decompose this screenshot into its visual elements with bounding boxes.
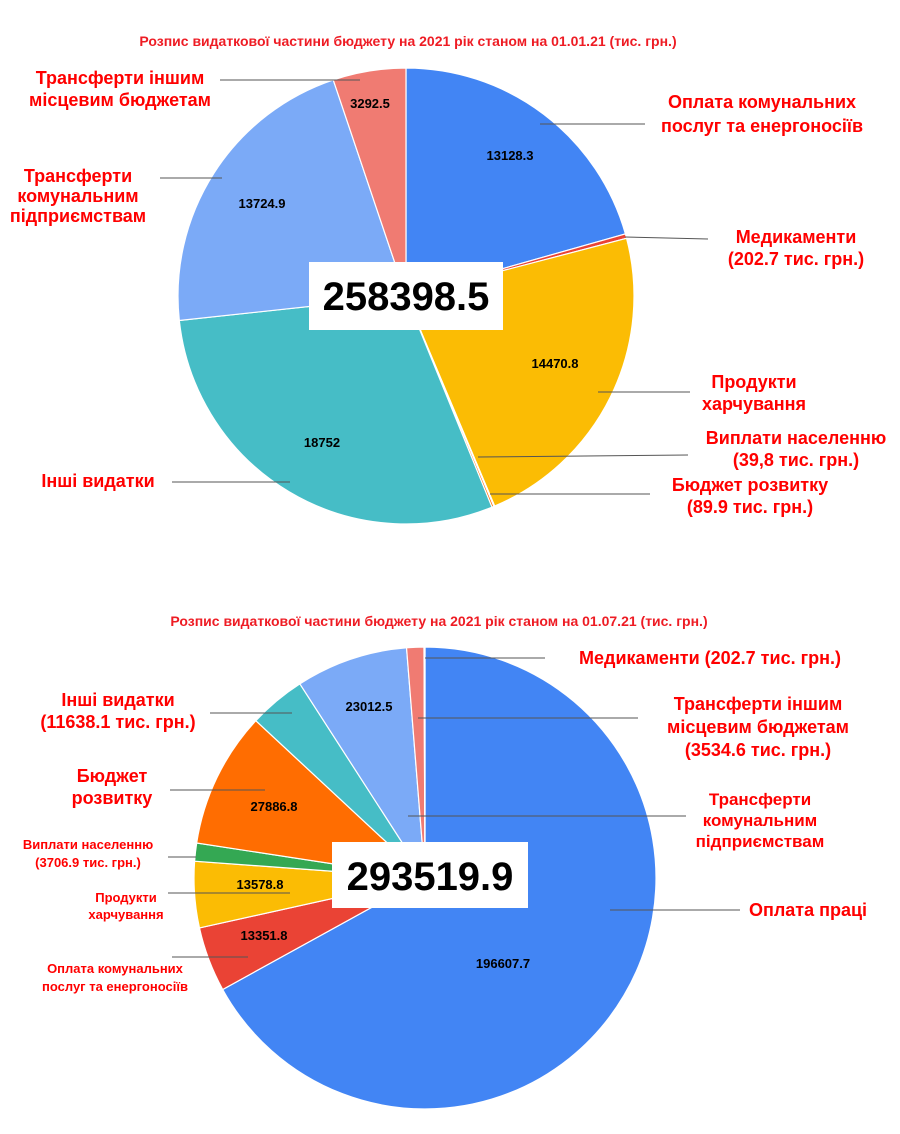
slice-value-label: 13578.8: [237, 877, 284, 892]
leader-lines: [160, 79, 709, 495]
category-label-line: (89.9 тис. грн.): [687, 497, 813, 517]
category-label-salary: Оплата праці: [749, 900, 867, 920]
category-label-transfers_local: Трансферти іншим місцевим бюджетам: [29, 68, 211, 110]
category-label-line: Трансферти: [709, 790, 811, 809]
pie-slice-transfers_enterprises: [177, 79, 407, 322]
category-label-line: Виплати населенню: [23, 837, 153, 852]
slice-value-label: 18752: [304, 435, 340, 450]
leader-line: [624, 236, 709, 240]
total-box: [309, 262, 503, 330]
slice-value-label: 13724.9: [239, 196, 286, 211]
category-label-utilities: Оплата комунальних послуг та енергоносіїв: [661, 92, 863, 136]
category-label-line: комунальним: [703, 811, 818, 830]
category-label-line: комунальним: [17, 186, 138, 206]
category-label-line: розвитку: [72, 788, 153, 808]
pie-slice-medicine: [423, 646, 426, 879]
category-label-line: Продукти: [711, 372, 796, 392]
category-label-line: Інші видатки: [41, 471, 154, 491]
category-label-line: Медикаменти (202.7 тис. грн.): [579, 648, 841, 668]
category-label-line: (3534.6 тис. грн.): [685, 740, 831, 760]
pie-slices: [177, 67, 635, 525]
slice-value-label: 27886.8: [251, 799, 298, 814]
category-label-development: Бюджет розвитку (89.9 тис. грн.): [672, 475, 828, 517]
category-label-other: Інші видатки (11638.1 тис. грн.): [40, 690, 195, 732]
category-label-line: (11638.1 тис. грн.): [40, 712, 195, 732]
category-label-medicine: Медикаменти (202.7 тис. грн.): [579, 648, 841, 668]
category-labels: Оплата комунальних послуг та енергоносіїв…: [10, 68, 886, 517]
total-value: 293519.9: [347, 855, 514, 899]
category-label-line: харчування: [702, 394, 806, 414]
category-label-line: Оплата комунальних: [668, 92, 856, 112]
category-label-payments: Виплати населенню (3706.9 тис. грн.): [23, 837, 153, 870]
category-label-line: місцевим бюджетам: [667, 717, 849, 737]
category-label-line: Трансферти іншим: [36, 68, 205, 88]
pie-chart-jan: Розпис видаткової частини бюджету на 202…: [10, 33, 886, 525]
pie-slice-other: [178, 295, 493, 525]
slice-value-label: 13128.3: [487, 148, 534, 163]
pie-slice-utilities: [405, 67, 627, 297]
chart-title: Розпис видаткової частини бюджету на 202…: [170, 613, 707, 629]
category-label-line: послуг та енергоносіїв: [42, 979, 188, 994]
category-label-line: послуг та енергоносіїв: [661, 116, 863, 136]
category-label-food: Продукти харчування: [88, 890, 163, 922]
pie-slice-development: [195, 719, 427, 879]
category-label-line: місцевим бюджетам: [29, 90, 211, 110]
slice-value-label: 14470.8: [532, 356, 579, 371]
category-label-line: Оплата комунальних: [47, 961, 184, 976]
category-label-line: Бюджет розвитку: [672, 475, 828, 495]
pie-slice-transfers_enterprises: [299, 647, 426, 879]
category-label-line: (202.7 тис. грн.): [728, 249, 864, 269]
category-label-development: Бюджет розвитку: [72, 766, 153, 808]
total-value: 258398.5: [323, 275, 490, 319]
category-label-line: підприємствам: [696, 832, 825, 851]
slice-value-label: 13351.8: [241, 928, 288, 943]
category-label-line: Виплати населенню: [706, 428, 887, 448]
category-label-utilities: Оплата комунальних послуг та енергоносіїв: [42, 961, 188, 994]
value-labels: 196607.7 13351.8 13578.8 27886.8 23012.5: [237, 699, 531, 971]
category-label-line: Оплата праці: [749, 900, 867, 920]
category-label-line: Медикаменти: [736, 227, 857, 247]
category-label-line: харчування: [88, 907, 163, 922]
category-label-line: підприємствам: [10, 206, 146, 226]
category-label-line: Продукти: [95, 890, 157, 905]
slice-value-label: 196607.7: [476, 956, 530, 971]
chart-title: Розпис видаткової частини бюджету на 202…: [139, 33, 676, 49]
category-label-transfers_enterprises: Трансферти комунальним підприємствам: [10, 166, 146, 226]
category-label-food: Продукти харчування: [702, 372, 806, 414]
slice-value-label: 3292.5: [350, 96, 390, 111]
category-label-transfers_enterprises: Трансферти комунальним підприємствам: [696, 790, 825, 851]
category-label-payments: Виплати населенню (39,8 тис. грн.): [706, 428, 887, 470]
slice-value-label: 23012.5: [346, 699, 393, 714]
category-label-line: Трансферти: [24, 166, 132, 186]
value-labels: 13128.3 14470.8 18752 13724.9 3292.5: [239, 96, 579, 450]
total-box: [332, 842, 528, 908]
category-label-medicine: Медикаменти (202.7 тис. грн.): [728, 227, 864, 269]
category-label-other: Інші видатки: [41, 471, 154, 491]
category-label-line: Трансферти іншим: [674, 694, 843, 714]
category-label-line: (3706.9 тис. грн.): [35, 855, 141, 870]
leader-lines: [168, 657, 740, 958]
category-label-transfers_local: Трансферти іншим місцевим бюджетам (3534.6…: [667, 694, 849, 760]
pie-chart-jul: Розпис видаткової частини бюджету на 202…: [23, 613, 867, 1110]
category-label-line: (39,8 тис. грн.): [733, 450, 859, 470]
category-labels: Оплата праці Оплата комунальних послуг та …: [23, 648, 867, 994]
leader-line: [477, 454, 689, 458]
category-label-line: Бюджет: [77, 766, 148, 786]
category-label-line: Інші видатки: [61, 690, 174, 710]
